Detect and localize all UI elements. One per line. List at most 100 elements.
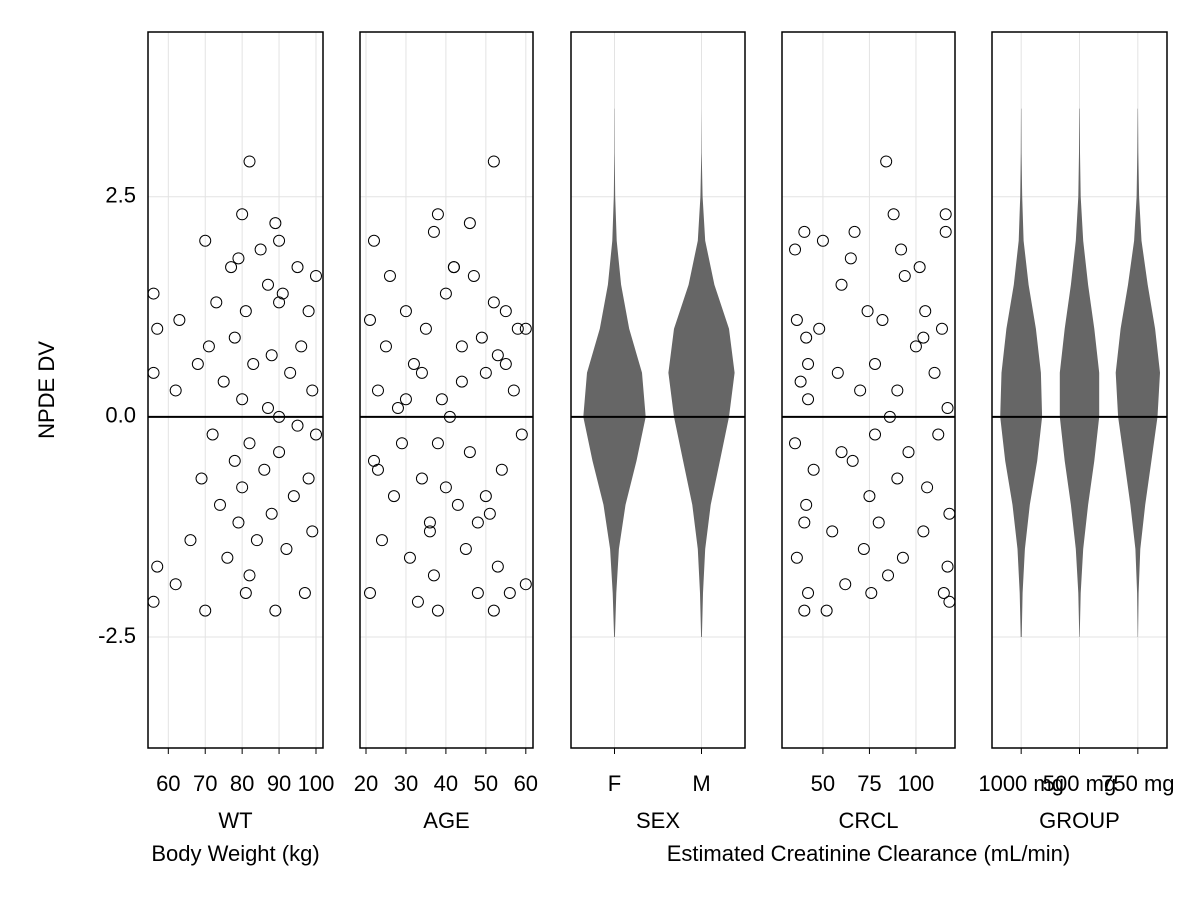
point bbox=[917, 525, 930, 538]
point bbox=[471, 586, 484, 599]
point bbox=[880, 155, 893, 168]
point bbox=[431, 208, 444, 221]
point bbox=[503, 586, 516, 599]
point bbox=[800, 498, 813, 511]
point bbox=[243, 437, 256, 450]
point bbox=[939, 208, 952, 221]
point bbox=[199, 604, 212, 617]
point bbox=[239, 586, 252, 599]
point bbox=[427, 225, 440, 238]
point bbox=[213, 498, 226, 511]
point bbox=[302, 305, 315, 318]
point bbox=[261, 278, 274, 291]
point bbox=[363, 313, 376, 326]
point bbox=[371, 384, 384, 397]
point bbox=[291, 261, 304, 274]
point bbox=[479, 366, 492, 379]
point bbox=[495, 463, 508, 476]
point bbox=[519, 578, 532, 591]
point bbox=[151, 560, 164, 573]
point bbox=[932, 428, 945, 441]
x-tick-label: 40 bbox=[434, 771, 458, 796]
point bbox=[816, 234, 829, 247]
point bbox=[487, 296, 500, 309]
x-tick-label: 50 bbox=[474, 771, 498, 796]
violin bbox=[1115, 108, 1160, 638]
point bbox=[802, 358, 815, 371]
point bbox=[798, 225, 811, 238]
point bbox=[228, 331, 241, 344]
point bbox=[399, 305, 412, 318]
point bbox=[250, 534, 263, 547]
point bbox=[794, 375, 807, 388]
y-tick-label: 0.0 bbox=[105, 403, 136, 428]
point bbox=[195, 472, 208, 485]
point bbox=[395, 437, 408, 450]
point bbox=[367, 234, 380, 247]
point bbox=[363, 586, 376, 599]
x-tick-label: 1000 mg bbox=[978, 771, 1064, 796]
point bbox=[431, 437, 444, 450]
point bbox=[895, 243, 908, 256]
point bbox=[913, 261, 926, 274]
point bbox=[169, 578, 182, 591]
point bbox=[467, 269, 480, 282]
point bbox=[147, 595, 160, 608]
panel-frame bbox=[991, 31, 1168, 749]
point bbox=[802, 393, 815, 406]
point bbox=[872, 516, 885, 529]
x-tick-label: 60 bbox=[514, 771, 538, 796]
violin bbox=[1000, 108, 1043, 638]
point bbox=[254, 243, 267, 256]
x-axis-label: GROUP bbox=[1039, 808, 1120, 833]
x-tick-label: F bbox=[608, 771, 621, 796]
point bbox=[921, 481, 934, 494]
point bbox=[475, 331, 488, 344]
point bbox=[415, 472, 428, 485]
point bbox=[831, 366, 844, 379]
point bbox=[261, 402, 274, 415]
point bbox=[295, 340, 308, 353]
point bbox=[202, 340, 215, 353]
point bbox=[367, 454, 380, 467]
point bbox=[273, 296, 286, 309]
y-tick-label: -2.5 bbox=[98, 623, 136, 648]
point bbox=[431, 604, 444, 617]
point bbox=[269, 217, 282, 230]
point bbox=[173, 313, 186, 326]
x-tick-label: 80 bbox=[230, 771, 254, 796]
point bbox=[826, 525, 839, 538]
point bbox=[269, 604, 282, 617]
point bbox=[896, 551, 909, 564]
x-tick-label: 50 bbox=[811, 771, 835, 796]
point bbox=[891, 384, 904, 397]
point bbox=[169, 384, 182, 397]
point bbox=[439, 287, 452, 300]
point bbox=[265, 349, 278, 362]
point bbox=[287, 490, 300, 503]
point bbox=[455, 340, 468, 353]
point bbox=[487, 155, 500, 168]
point bbox=[302, 472, 315, 485]
point bbox=[820, 604, 833, 617]
point bbox=[491, 349, 504, 362]
point bbox=[375, 534, 388, 547]
x-tick-label: 75 bbox=[857, 771, 881, 796]
point bbox=[941, 402, 954, 415]
x-axis-label: CRCL bbox=[839, 808, 899, 833]
x-tick-label: 90 bbox=[267, 771, 291, 796]
x-tick-label: 750 mg bbox=[1101, 771, 1174, 796]
point bbox=[519, 322, 532, 335]
x-tick-label: 100 bbox=[898, 771, 935, 796]
point bbox=[273, 234, 286, 247]
point bbox=[306, 384, 319, 397]
point bbox=[487, 604, 500, 617]
point bbox=[887, 208, 900, 221]
point bbox=[835, 278, 848, 291]
point bbox=[463, 217, 476, 230]
x-tick-label: 20 bbox=[354, 771, 378, 796]
point bbox=[147, 366, 160, 379]
point bbox=[876, 313, 889, 326]
point bbox=[206, 428, 219, 441]
